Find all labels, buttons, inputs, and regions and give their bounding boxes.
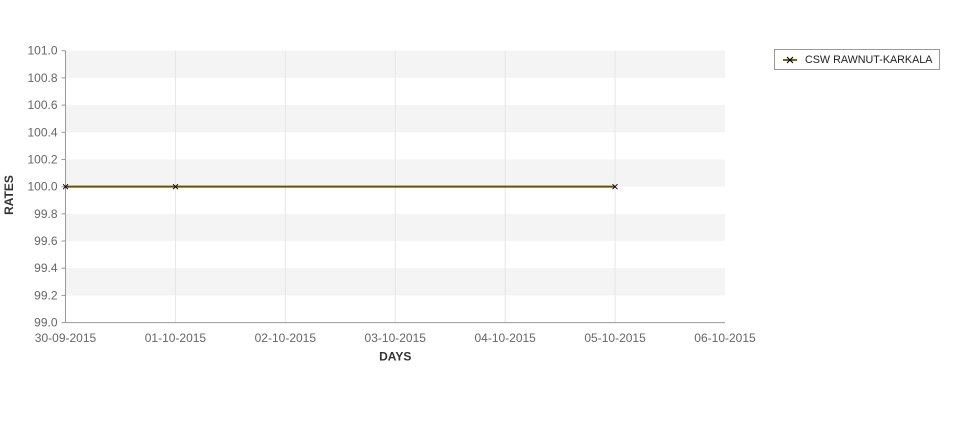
svg-text:RATES: RATES bbox=[2, 175, 16, 215]
svg-text:30-09-2015: 30-09-2015 bbox=[35, 331, 97, 345]
svg-text:03-10-2015: 03-10-2015 bbox=[365, 331, 427, 345]
svg-text:100.4: 100.4 bbox=[27, 125, 57, 139]
svg-text:101.0: 101.0 bbox=[27, 44, 57, 58]
svg-text:02-10-2015: 02-10-2015 bbox=[255, 331, 317, 345]
svg-text:100.8: 100.8 bbox=[27, 71, 57, 85]
svg-text:01-10-2015: 01-10-2015 bbox=[145, 331, 207, 345]
svg-text:05-10-2015: 05-10-2015 bbox=[584, 331, 646, 345]
svg-text:100.6: 100.6 bbox=[27, 98, 57, 112]
svg-text:06-10-2015: 06-10-2015 bbox=[694, 331, 756, 345]
svg-text:99.4: 99.4 bbox=[34, 261, 58, 275]
svg-text:04-10-2015: 04-10-2015 bbox=[474, 331, 536, 345]
svg-text:99.0: 99.0 bbox=[34, 316, 58, 330]
svg-text:100.2: 100.2 bbox=[27, 152, 57, 166]
svg-text:DAYS: DAYS bbox=[379, 350, 411, 364]
svg-text:100.0: 100.0 bbox=[27, 180, 57, 194]
svg-text:99.6: 99.6 bbox=[34, 234, 58, 248]
svg-text:99.8: 99.8 bbox=[34, 207, 58, 221]
svg-text:99.2: 99.2 bbox=[34, 288, 58, 302]
